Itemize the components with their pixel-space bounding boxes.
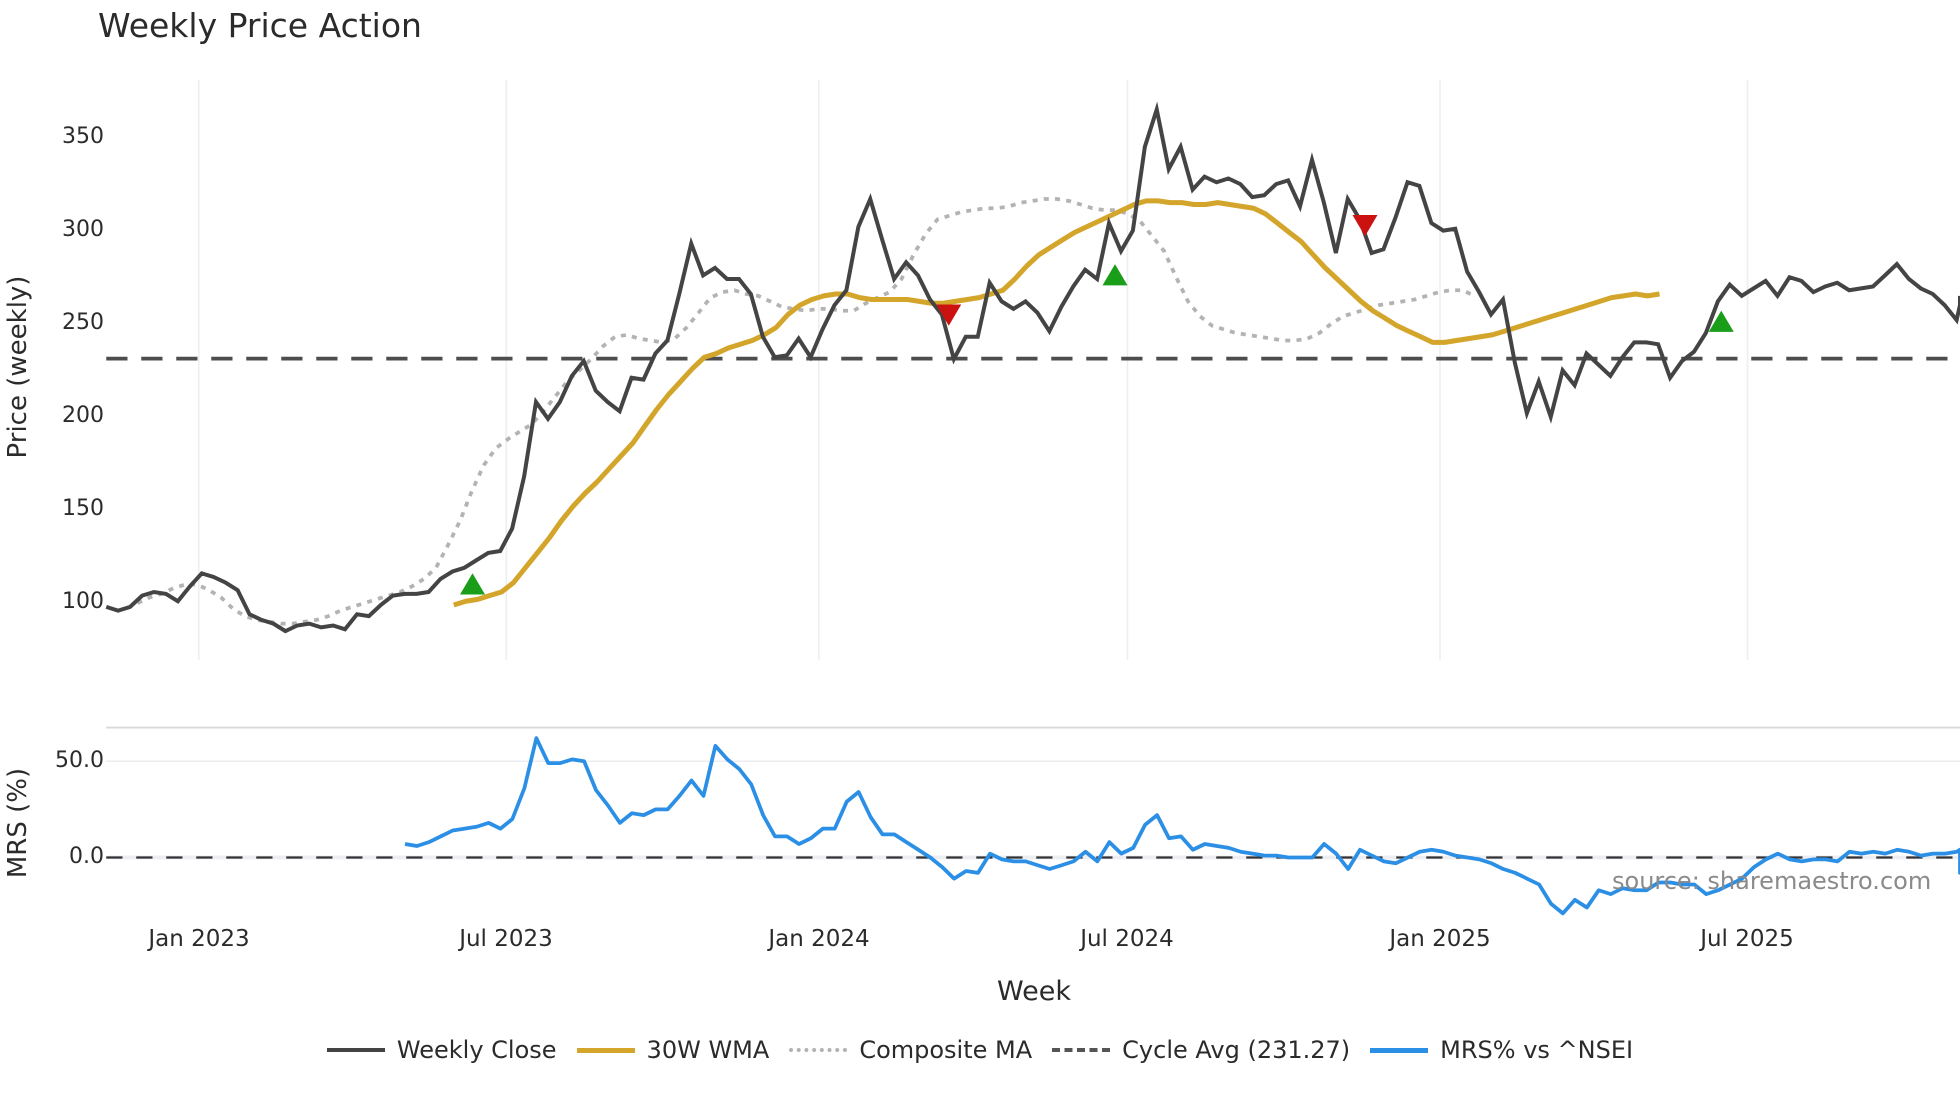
legend-item-weekly-close[interactable]: Weekly Close	[327, 1036, 557, 1064]
ytick-200: 200	[44, 403, 104, 428]
x-axis-label: Week	[984, 976, 1084, 1007]
legend-label: MRS% vs ^NSEI	[1440, 1036, 1633, 1064]
legend-item-30w-wma[interactable]: 30W WMA	[577, 1036, 770, 1064]
legend-label: Composite MA	[859, 1036, 1032, 1064]
legend-swatch-composite-ma	[789, 1048, 847, 1052]
xtick-jul-2024: Jul 2024	[1047, 926, 1207, 952]
xtick-jul-2025: Jul 2025	[1667, 926, 1827, 952]
ytick-mrs-0: 0.0	[44, 844, 104, 869]
wma-30w-line	[454, 201, 1660, 605]
xtick-jul-2023: Jul 2023	[426, 926, 586, 952]
chart-canvas	[0, 0, 1960, 1102]
ytick-350: 350	[44, 124, 104, 149]
legend-item-cycle-avg[interactable]: Cycle Avg (231.27)	[1052, 1036, 1350, 1064]
chart-title: Weekly Price Action	[98, 6, 422, 45]
buy-signal-triangle-up-icon	[460, 573, 485, 594]
composite-ma-line	[138, 199, 1475, 624]
ytick-mrs-50: 50.0	[44, 748, 104, 773]
legend-swatch-30w-wma	[577, 1048, 635, 1053]
legend-item-composite-ma[interactable]: Composite MA	[789, 1036, 1032, 1064]
legend-swatch-mrs	[1370, 1048, 1428, 1053]
legend-item-mrs[interactable]: MRS% vs ^NSEI	[1370, 1036, 1633, 1064]
xtick-jan-2024: Jan 2024	[739, 926, 899, 952]
legend: Weekly Close 30W WMA Composite MA Cycle …	[0, 1036, 1960, 1064]
weekly-close-line	[106, 110, 1960, 632]
ytick-300: 300	[44, 217, 104, 242]
xtick-jan-2023: Jan 2023	[119, 926, 279, 952]
ytick-100: 100	[44, 589, 104, 614]
ytick-250: 250	[44, 310, 104, 335]
source-annotation: source: sharemaestro.com	[1612, 867, 1931, 895]
price-axis-label: Price (weekly)	[3, 257, 33, 477]
sell-signal-triangle-down-icon	[1353, 215, 1378, 236]
legend-swatch-weekly-close	[327, 1048, 385, 1052]
legend-swatch-cycle-avg	[1052, 1048, 1110, 1052]
mrs-axis-label: MRS (%)	[3, 763, 33, 883]
buy-signal-triangle-up-icon	[1103, 264, 1128, 285]
legend-label: Cycle Avg (231.27)	[1122, 1036, 1350, 1064]
legend-label: 30W WMA	[647, 1036, 770, 1064]
ytick-150: 150	[44, 496, 104, 521]
xtick-jan-2025: Jan 2025	[1360, 926, 1520, 952]
legend-label: Weekly Close	[397, 1036, 557, 1064]
